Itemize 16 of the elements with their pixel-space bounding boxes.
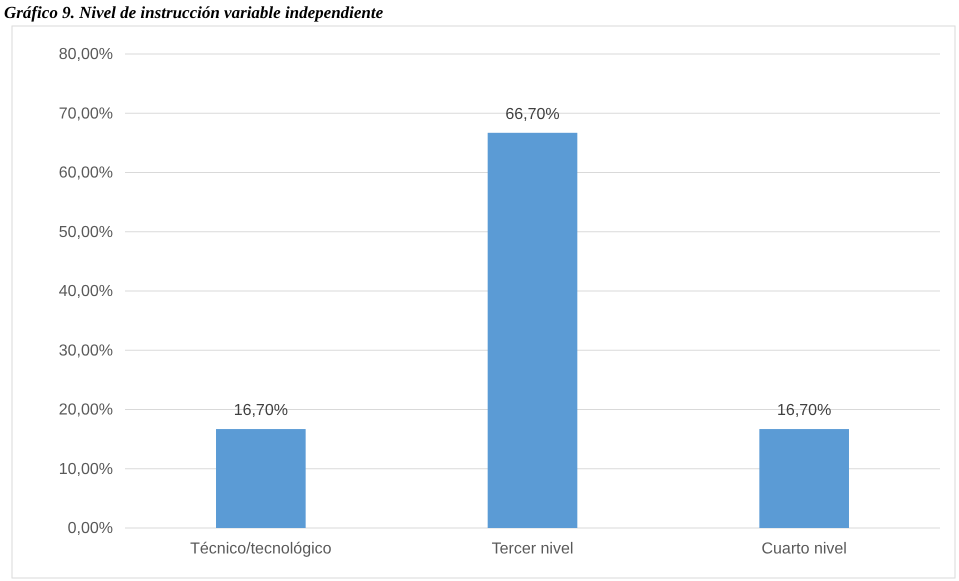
y-tick-label: 20,00% [58, 402, 113, 419]
x-tick-label: Tercer nivel [492, 540, 574, 558]
y-tick-label: 70,00% [58, 105, 113, 122]
y-tick-label: 60,00% [58, 164, 113, 182]
chart-title: Gráfico 9. Nivel de instrucción variable independiente [4, 3, 384, 22]
y-tick-label: 0,00% [68, 520, 113, 538]
y-tick-label: 30,00% [58, 342, 113, 360]
data-label: 66,70% [505, 106, 560, 123]
y-tick-label: 10,00% [58, 460, 113, 478]
y-tick-label: 40,00% [58, 283, 113, 300]
x-tick-label: Cuarto nivel [761, 540, 847, 558]
y-tick-label: 50,00% [58, 224, 113, 241]
data-label: 16,70% [777, 402, 832, 420]
x-tick-label: Técnico/tecnológico [190, 540, 332, 558]
y-tick-label: 80,00% [58, 46, 113, 64]
data-label: 16,70% [234, 402, 288, 420]
